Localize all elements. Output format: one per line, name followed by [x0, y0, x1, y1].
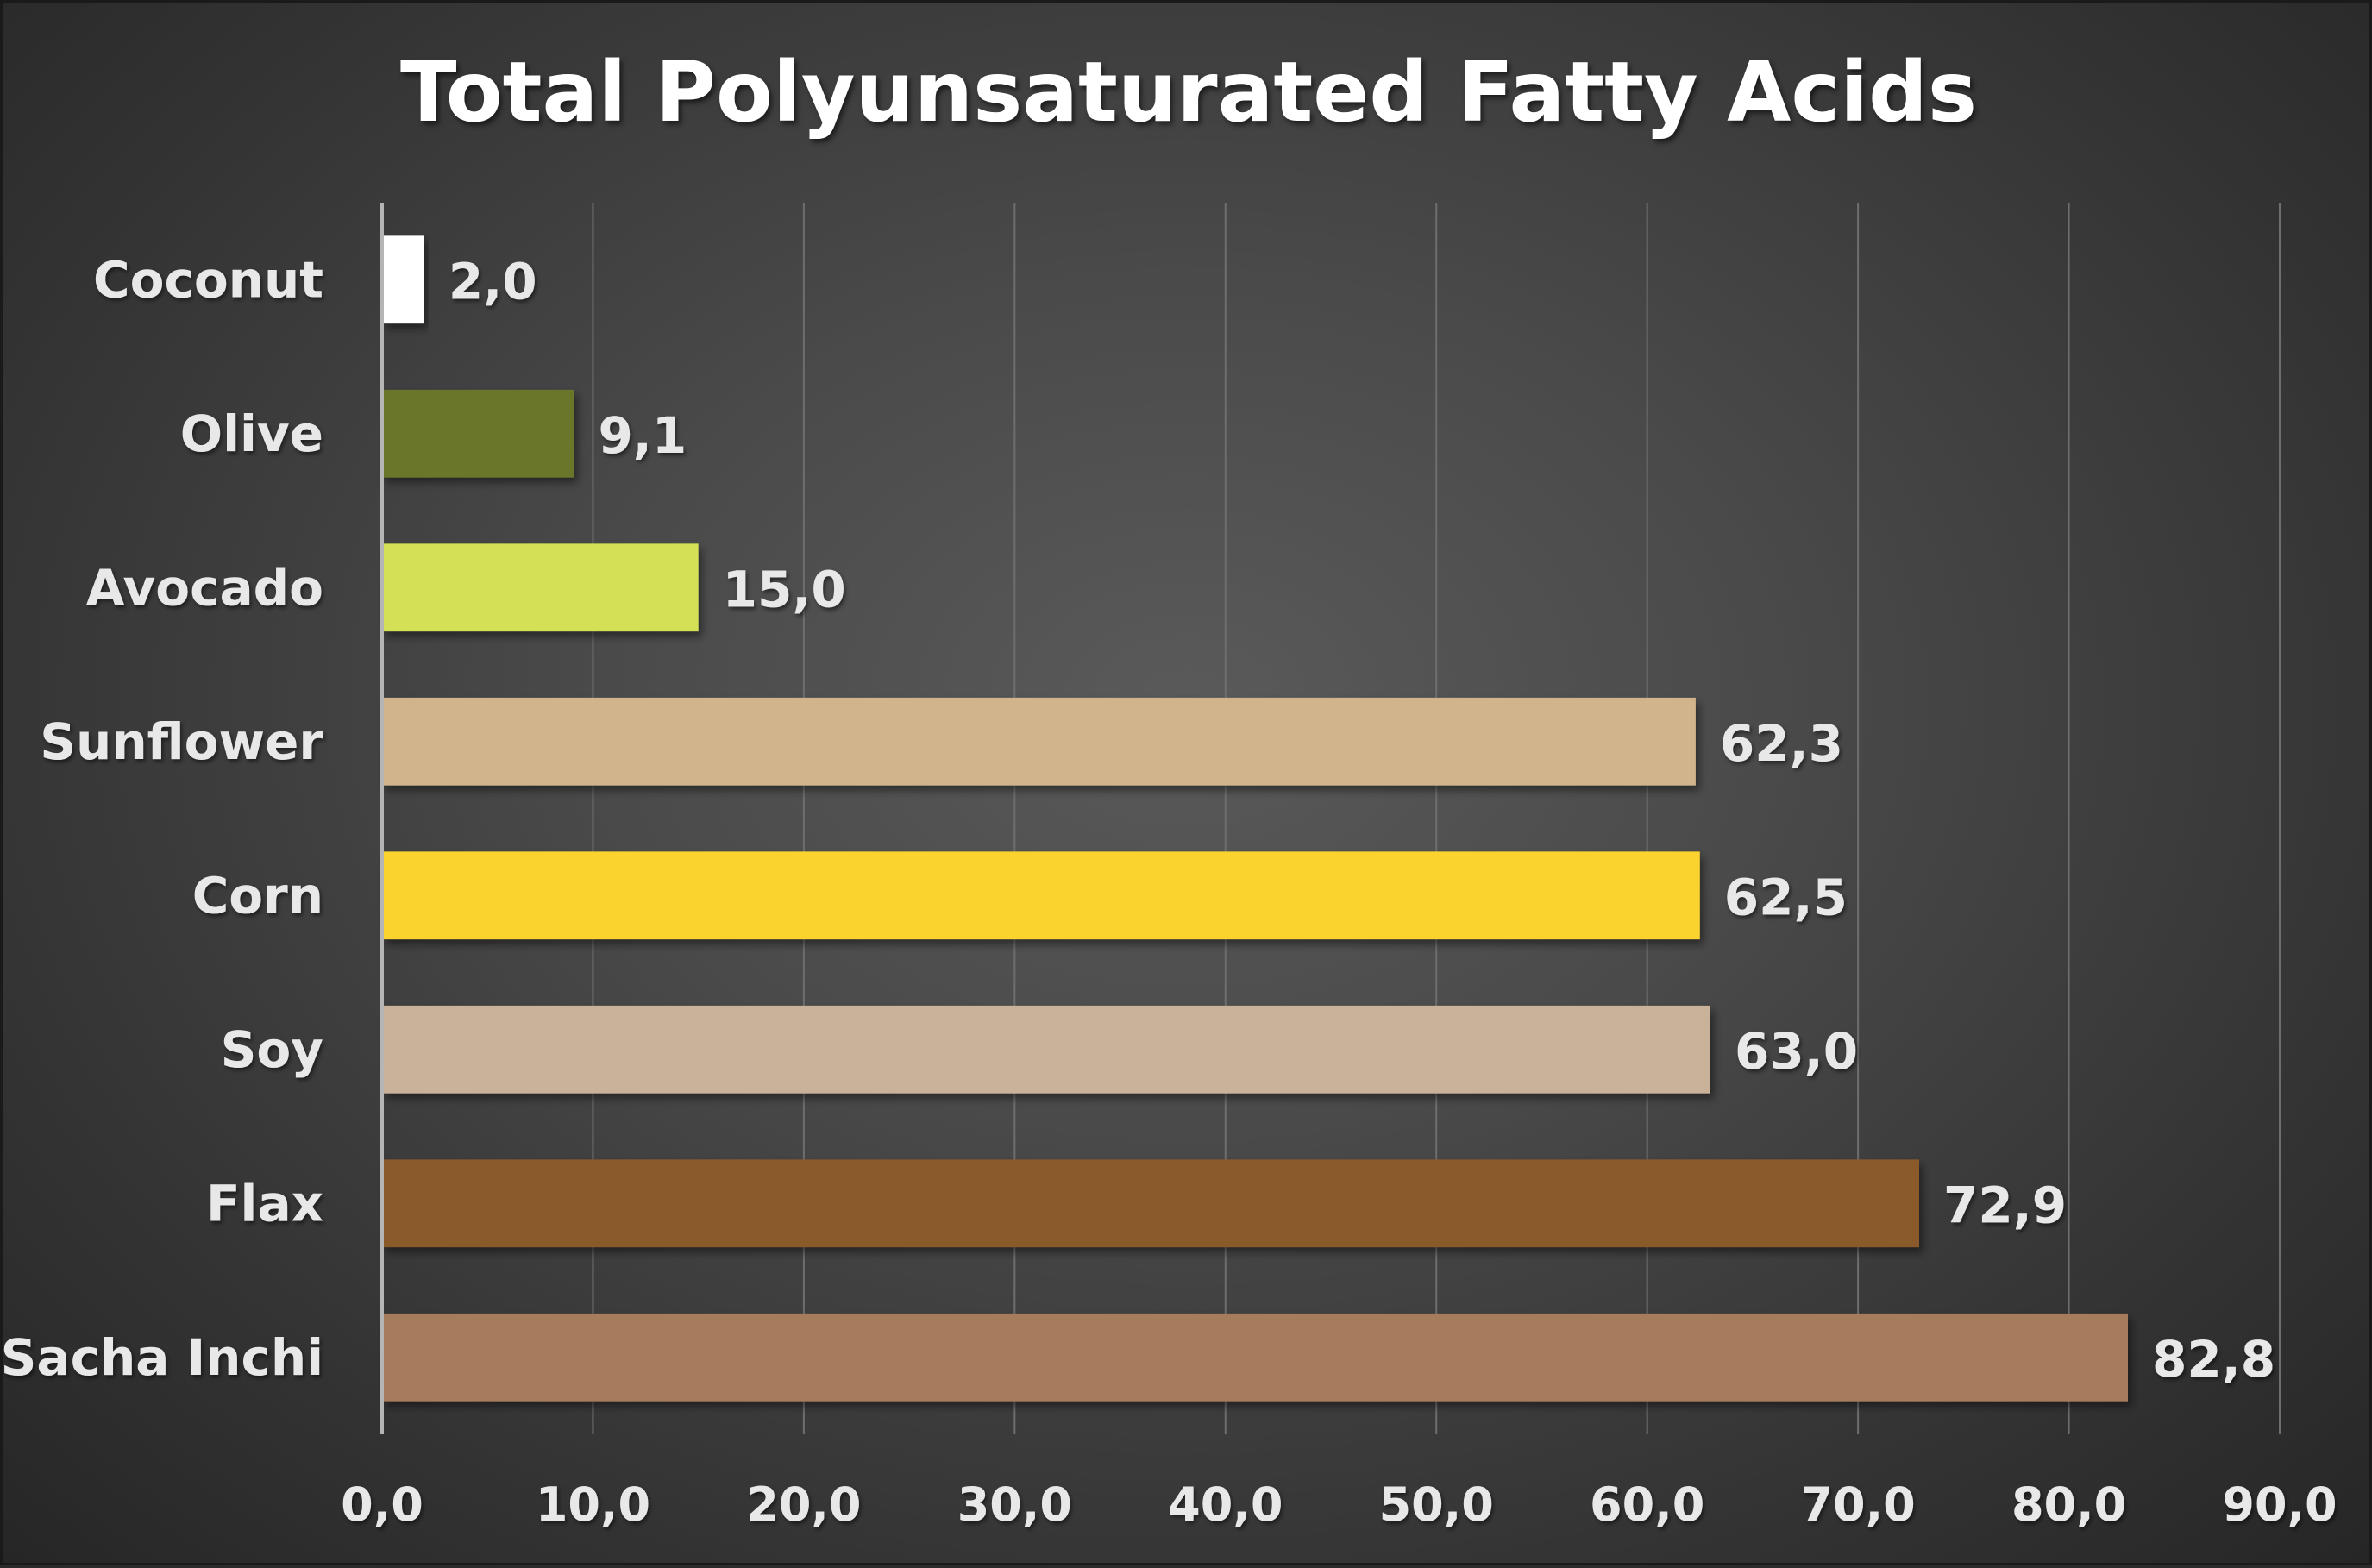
category-label: Flax [206, 1174, 323, 1232]
data-label: 9,1 [598, 406, 687, 465]
x-tick-label: 90,0 [2222, 1477, 2337, 1532]
bar [382, 1313, 2128, 1402]
x-tick-label: 30,0 [957, 1477, 1072, 1532]
category-label: Sacha Inchi [3, 1328, 323, 1387]
data-label: 2,0 [449, 252, 537, 310]
category-label: Soy [221, 1020, 323, 1079]
bar [382, 851, 1700, 940]
x-tick-label: 60,0 [1590, 1477, 1704, 1532]
category-label: Olive [180, 405, 323, 463]
bar [382, 1005, 1710, 1094]
x-tick-label: 80,0 [2011, 1477, 2126, 1532]
labels: 0,0 10,0 20,0 30,0 40,0 50,0 60,0 70,0 80,0 90,0 C… [3, 250, 2337, 1532]
bar [382, 1159, 1919, 1248]
data-label: 15,0 [723, 560, 846, 618]
bar [382, 543, 699, 632]
x-tick-label: 10,0 [536, 1477, 650, 1532]
category-label: Avocado [86, 558, 323, 617]
category-label: Corn [192, 866, 323, 925]
data-label: 62,3 [1720, 714, 1843, 773]
bar-chart-svg: 0,0 10,0 20,0 30,0 40,0 50,0 60,0 70,0 80,0 90,0 C… [3, 203, 2337, 1532]
category-label: Coconut [93, 250, 323, 309]
x-tick-label: 20,0 [746, 1477, 861, 1532]
data-label: 62,5 [1724, 868, 1848, 926]
bar [382, 235, 424, 324]
x-tick-label: 40,0 [1168, 1477, 1283, 1532]
x-tick-label: 70,0 [1800, 1477, 1915, 1532]
data-label: 82,8 [2152, 1330, 2275, 1389]
bar [382, 697, 1696, 786]
category-label: Sunflower [40, 712, 323, 771]
bars [382, 235, 2128, 1402]
x-tick-label: 50,0 [1379, 1477, 1494, 1532]
bar [382, 389, 574, 478]
data-label: 72,9 [1943, 1176, 2067, 1234]
data-label: 63,0 [1735, 1022, 1858, 1081]
x-tick-label: 0,0 [341, 1477, 424, 1532]
gridlines [592, 203, 2281, 1434]
chart-title: Total Polyunsaturated Fatty Acids [399, 44, 1978, 141]
